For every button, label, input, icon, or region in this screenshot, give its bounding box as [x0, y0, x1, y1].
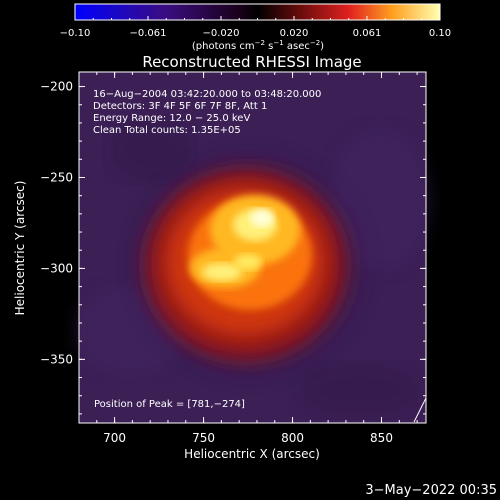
- info-line-detectors: Detectors: 3F 4F 5F 6F 7F 8F, Att 1: [93, 101, 267, 112]
- colorbar-tick-marks: [74, 16, 441, 20]
- colorbar-tick-label: 0.020: [280, 28, 309, 39]
- x-tick-label: 800: [281, 431, 304, 445]
- x-tick-label: 850: [370, 431, 393, 445]
- limb-line: [413, 397, 427, 423]
- info-line-time: 16−Aug−2004 03:42:20.000 to 03:48:20.000: [93, 89, 321, 100]
- colorbar: −0.10 −0.061 −0.020 0.020 0.061 0.10 (photons…: [60, 3, 451, 52]
- colorbar-gradient: [74, 3, 441, 21]
- y-tick-label: −250: [40, 170, 73, 184]
- y-tick-label: −300: [40, 261, 73, 275]
- y-axis: −200 −250 −300 −350: [40, 80, 426, 415]
- colorbar-tick-label: −0.061: [129, 28, 166, 39]
- colorbar-tick-label: 0.10: [429, 28, 451, 39]
- y-tick-label: −200: [40, 80, 73, 94]
- info-line-energy: Energy Range: 12.0 − 25.0 keV: [93, 113, 250, 124]
- colorbar-tick-labels: −0.10 −0.061 −0.020 0.020 0.061 0.10: [60, 28, 451, 39]
- colorbar-tick-label: −0.10: [60, 28, 91, 39]
- x-tick-label: 750: [192, 431, 215, 445]
- colorbar-tick-label: −0.020: [202, 28, 239, 39]
- colorbar-unit-label: (photons cm−2 s−1 asec−2): [192, 39, 324, 52]
- peak-position-label: Position of Peak = [781,−274]: [94, 399, 245, 410]
- flare-source: [130, 150, 370, 380]
- footer-timestamp: 3−May−2022 00:35: [365, 483, 497, 498]
- x-axis: 700 750 800 850: [96, 72, 418, 445]
- plot-title: Reconstructed RHESSI Image: [142, 53, 361, 71]
- info-line-clean: Clean Total counts: 1.35E+05: [93, 125, 241, 136]
- info-block: 16−Aug−2004 03:42:20.000 to 03:48:20.000…: [93, 89, 321, 410]
- y-tick-label: −350: [40, 352, 73, 366]
- y-axis-label: Heliocentric Y (arcsec): [13, 181, 27, 316]
- image-panel: [75, 71, 430, 424]
- x-tick-label: 700: [103, 431, 126, 445]
- colorbar-tick-label: 0.061: [353, 28, 382, 39]
- plot-frame: [78, 71, 427, 424]
- x-axis-label: Heliocentric X (arcsec): [184, 447, 320, 461]
